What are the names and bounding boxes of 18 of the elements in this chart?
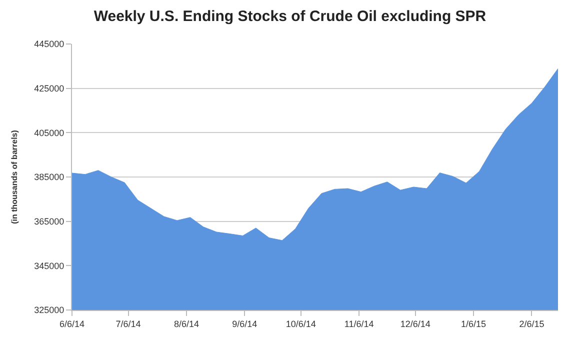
y-tick-label: 345000 xyxy=(34,260,64,271)
x-tick-label: 7/6/14 xyxy=(116,318,141,329)
x-tick-label: 2/6/15 xyxy=(519,318,544,329)
y-tick-label: 405000 xyxy=(34,128,64,138)
x-tick-label: 12/6/14 xyxy=(400,318,430,329)
y-tick-label: 365000 xyxy=(34,216,64,226)
x-tick-label: 11/6/14 xyxy=(344,318,374,329)
x-tick-label: 8/6/14 xyxy=(174,318,199,329)
y-axis-title: (in thousands of barrels) xyxy=(10,130,19,224)
y-tick-label: 325000 xyxy=(34,305,64,316)
y-tick-label: 425000 xyxy=(34,83,64,94)
x-tick-label: 6/6/14 xyxy=(59,318,85,329)
y-tick-label: 445000 xyxy=(34,39,64,50)
x-tick-label: 10/6/14 xyxy=(286,318,316,329)
chart-title: Weekly U.S. Ending Stocks of Crude Oil excluding SPR xyxy=(94,8,486,25)
y-tick-label: 385000 xyxy=(34,172,64,182)
x-tick-label: 1/6/15 xyxy=(461,318,486,329)
x-tick-label: 9/6/14 xyxy=(232,318,258,329)
